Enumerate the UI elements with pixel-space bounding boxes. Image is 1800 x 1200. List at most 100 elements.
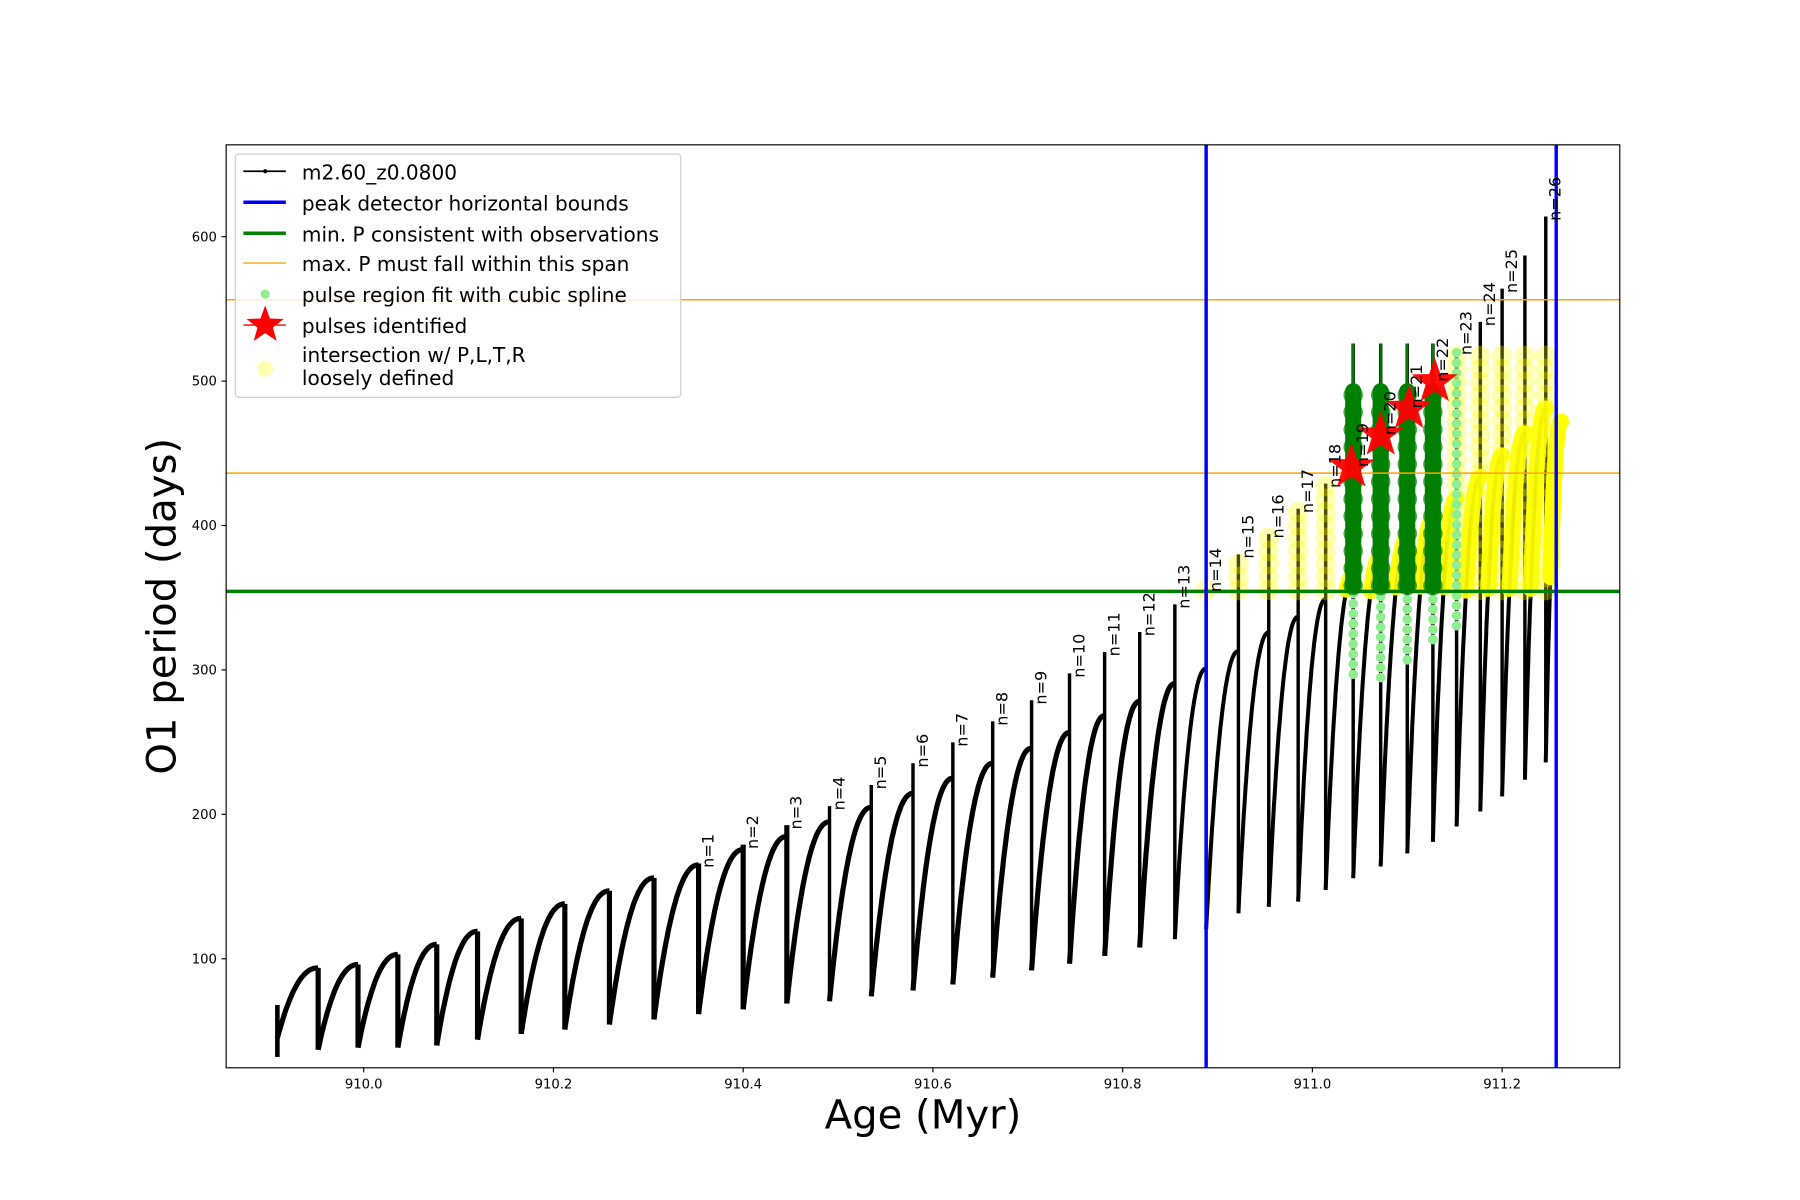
intersection-point [1491, 501, 1513, 523]
track-cycle-rise [1066, 713, 1107, 964]
track-cycle-rise [315, 962, 360, 1051]
spline-fit-point [1451, 540, 1462, 550]
track-cycle-rise [740, 833, 789, 1010]
spline-fit-point [1348, 618, 1359, 629]
spline-core-point [1423, 437, 1443, 457]
spline-fit-point [1348, 669, 1359, 680]
spline-fit-point [1451, 388, 1462, 399]
pulse-label: n=11 [1105, 612, 1124, 656]
spline-fit-point [1428, 594, 1438, 604]
track-cycle-rise [950, 760, 995, 985]
spline-fit-point [1451, 570, 1462, 581]
intersection-point [1469, 345, 1491, 367]
track-cycle-rise [518, 901, 567, 1035]
spline-core-point [1423, 541, 1443, 561]
intersection-point [1469, 488, 1491, 510]
intersection-point [1491, 371, 1513, 393]
track-cycle-rise [606, 875, 656, 1025]
spline-core-point [1343, 523, 1363, 544]
track-cycle-rise [1204, 649, 1240, 930]
spline-fit-point [1451, 398, 1462, 409]
spline-fit-point [1375, 612, 1386, 622]
track-cycle-rise [1102, 698, 1142, 957]
spline-core-point [1370, 558, 1391, 579]
intersection-point [1469, 436, 1491, 458]
intersection-rise-band [1522, 400, 1554, 597]
spline-fit-point [1348, 659, 1359, 669]
spline-fit-point [1451, 499, 1462, 510]
legend-intersection-label: intersection w/ P,L,T,R [302, 343, 526, 367]
pulse-label: n=25 [1502, 249, 1521, 293]
pulse-label: n=22 [1433, 338, 1452, 382]
spline-fit-point [1451, 378, 1462, 388]
spline-fit-point [1451, 509, 1462, 520]
intersection-point [1491, 540, 1513, 562]
track-cycle-rise [274, 965, 320, 1039]
pulse-label: n=19 [1353, 423, 1372, 467]
intersection-point [1315, 527, 1337, 549]
spline-fit-point [1451, 438, 1462, 449]
intersection-point [1535, 371, 1557, 393]
spline-core-point [1343, 402, 1363, 423]
intersection-point [1535, 358, 1557, 380]
intersection-point [1469, 566, 1491, 588]
intersection-point [1535, 540, 1557, 562]
intersection-point [1535, 527, 1557, 549]
legend-frame [234, 153, 682, 398]
track-cycle-rise [1236, 630, 1271, 914]
spline-fit-point [1375, 601, 1386, 612]
intersection-point [1491, 475, 1513, 497]
intersection-point [1469, 423, 1491, 445]
spline-core-point [1423, 454, 1443, 475]
spline-fit-point [1451, 610, 1462, 621]
spline-fit-point [1451, 600, 1462, 611]
pulse-label: n=24 [1480, 282, 1499, 326]
intersection-point [1491, 553, 1513, 575]
spline-core-point [1370, 489, 1391, 509]
spline-core-point [1423, 471, 1443, 492]
legend-track-label: m2.60_z0.0800 [302, 160, 457, 184]
intersection-point [1315, 540, 1337, 562]
intersection-point [1535, 410, 1557, 432]
spline-fit-point [1451, 449, 1462, 459]
intersection-point [1514, 436, 1536, 458]
legend-pulse-label: pulses identified [302, 314, 467, 338]
intersection-point [1514, 527, 1536, 549]
intersection-point [1469, 501, 1491, 523]
intersection-point [1287, 553, 1309, 575]
legend-min-p-label: min. P consistent with observations [302, 222, 659, 246]
intersection-point [1535, 436, 1557, 458]
legend-star-icon [246, 305, 284, 341]
pulse-label: n=1 [699, 834, 718, 868]
spline-core-point [1343, 419, 1363, 440]
pulse-identified-star [1386, 384, 1433, 429]
intersection-point [1491, 514, 1513, 536]
legend-intersection-dot-icon [257, 360, 274, 377]
intersection-point [1469, 397, 1491, 419]
intersection-point [1315, 475, 1337, 497]
intersection-point [1491, 527, 1513, 549]
track-cycle-rise [395, 941, 439, 1049]
track-cycle-rise [355, 951, 400, 1049]
spline-fit-point [1451, 580, 1462, 591]
track-cycle-rise [784, 819, 832, 1004]
spline-core-point [1343, 385, 1363, 405]
intersection-point [1535, 449, 1557, 471]
spline-fit-point [1451, 347, 1462, 358]
spline-core-point [1397, 419, 1418, 440]
intersection-point [1514, 514, 1536, 536]
intersection-point [1315, 514, 1337, 536]
spline-fit-point [1375, 652, 1386, 663]
spline-core-point [1423, 506, 1443, 527]
pulse-labels: n=1 n=2 n=3 n=4 n=5 n=6 n=7 n=8 n=9 n=10 n=11 n=12 n… [699, 177, 1565, 868]
x-tick-label: 910.0 [345, 1077, 383, 1092]
spline-core-point [1370, 385, 1391, 405]
spline-fit-point [1348, 639, 1359, 649]
intersection-point [1258, 527, 1280, 549]
spline-core-point [1397, 437, 1418, 457]
spline-fit-point [1451, 408, 1462, 419]
intersection-point [1535, 514, 1557, 536]
track-cycle-rise [1028, 729, 1072, 971]
spline-core-point [1397, 489, 1418, 509]
intersection-point [1469, 449, 1491, 471]
